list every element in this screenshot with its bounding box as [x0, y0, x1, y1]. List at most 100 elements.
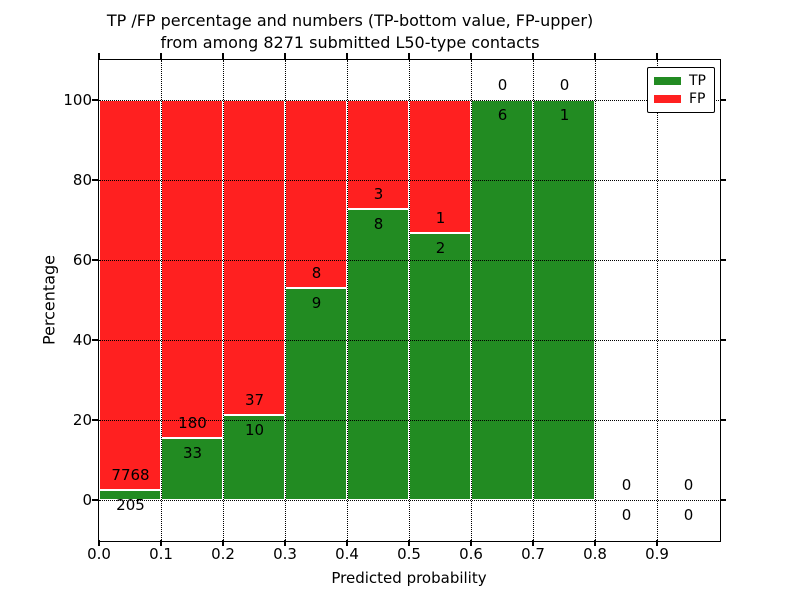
y-tick-right	[719, 99, 726, 101]
legend-label-fp: FP	[689, 91, 706, 108]
y-tick-label: 100	[63, 91, 92, 109]
gridline-vertical	[408, 60, 410, 540]
x-tick-bottom	[98, 540, 100, 546]
tp-bar-segment	[409, 233, 471, 500]
y-tick-left	[92, 339, 98, 341]
tp-count-label: 9	[311, 294, 322, 313]
y-tick-right	[719, 259, 726, 261]
x-tick-top	[160, 53, 162, 59]
tp-count-label: 6	[497, 106, 508, 124]
tp-count-label: 8	[373, 215, 384, 234]
y-tick-left	[92, 419, 98, 421]
fp-count-label: 0	[559, 76, 570, 94]
fp-count-label: 8	[311, 264, 322, 283]
x-tick-label: 0.1	[149, 545, 173, 563]
fp-count-label: 3	[373, 185, 384, 204]
x-tick-label: 0.0	[87, 545, 111, 563]
x-tick-bottom	[594, 540, 596, 546]
y-tick-label: 20	[72, 411, 92, 429]
y-tick-right	[719, 499, 726, 501]
legend-item-tp: TP	[654, 73, 708, 89]
legend-label-tp: TP	[689, 72, 706, 89]
x-tick-bottom	[346, 540, 348, 546]
x-tick-top	[222, 53, 224, 59]
x-tick-bottom	[284, 540, 286, 546]
x-tick-label: 0.3	[273, 545, 297, 563]
fp-bar-segment	[223, 100, 285, 415]
fp-count-label: 1	[435, 209, 446, 228]
legend-swatch-tp-icon	[654, 76, 681, 85]
x-tick-bottom	[656, 540, 658, 546]
y-tick-right	[719, 339, 726, 341]
fp-count-label: 0	[621, 476, 632, 494]
x-tick-label: 0.2	[211, 545, 235, 563]
gridline-vertical	[470, 60, 472, 540]
fp-bar-segment	[161, 100, 223, 439]
gridline-vertical	[346, 60, 348, 540]
x-tick-top	[470, 53, 472, 59]
x-tick-label: 0.6	[459, 545, 483, 563]
y-tick-label: 80	[72, 171, 92, 189]
tp-bar-segment	[533, 100, 595, 500]
y-tick-left	[92, 179, 98, 181]
tp-bar-segment	[161, 438, 223, 500]
gridline-vertical	[284, 60, 286, 540]
tp-count-label: 0	[621, 506, 632, 524]
fp-bar-segment	[347, 100, 409, 210]
x-tick-top	[346, 53, 348, 59]
gridline-vertical	[160, 60, 162, 540]
x-axis-label: Predicted probability	[331, 569, 487, 587]
x-tick-label: 0.4	[335, 545, 359, 563]
x-tick-bottom	[532, 540, 534, 546]
y-tick-label: 40	[72, 331, 92, 349]
tp-bar-segment	[347, 209, 409, 500]
tp-bar-segment	[471, 100, 533, 500]
y-tick-left	[92, 259, 98, 261]
chart-title-line-2: from among 8271 submitted L50-type conta…	[160, 33, 540, 52]
gridline-vertical	[594, 60, 596, 540]
y-tick-left	[92, 99, 98, 101]
legend-item-fp: FP	[654, 91, 708, 107]
tp-bar-segment	[285, 288, 347, 500]
chart-title-line-1: TP /FP percentage and numbers (TP-bottom…	[106, 11, 594, 30]
x-tick-label: 0.7	[521, 545, 545, 563]
x-tick-top	[594, 53, 596, 59]
fp-count-label: 0	[683, 476, 694, 494]
x-tick-top	[98, 53, 100, 59]
y-tick-label: 60	[72, 251, 92, 269]
fp-count-label: 0	[497, 76, 508, 94]
x-tick-bottom	[470, 540, 472, 546]
fp-count-label: 180	[178, 414, 207, 433]
gridline-vertical	[222, 60, 224, 540]
x-tick-label: 0.9	[645, 545, 669, 563]
tp-count-label: 2	[435, 239, 446, 258]
legend-swatch-fp-icon	[654, 95, 681, 104]
fp-bar-segment	[99, 100, 161, 490]
fp-bar-segment	[285, 100, 347, 289]
fp-count-label: 37	[244, 390, 265, 409]
tp-count-label: 10	[244, 420, 265, 439]
legend: TP FP	[647, 67, 715, 113]
x-tick-label: 0.8	[583, 545, 607, 563]
x-tick-top	[532, 53, 534, 59]
gridline-vertical	[532, 60, 534, 540]
y-tick-right	[719, 179, 726, 181]
y-tick-left	[92, 499, 98, 501]
fp-bar-segment	[409, 100, 471, 234]
gridline-vertical	[656, 60, 658, 540]
x-tick-bottom	[408, 540, 410, 546]
y-tick-right	[719, 419, 726, 421]
x-tick-label: 0.5	[397, 545, 421, 563]
y-tick-label: 0	[82, 491, 92, 509]
x-tick-top	[408, 53, 410, 59]
fp-count-label: 7768	[111, 465, 150, 484]
x-tick-bottom	[222, 540, 224, 546]
tp-count-label: 0	[683, 506, 694, 524]
x-tick-top	[656, 53, 658, 59]
tp-count-label: 205	[116, 495, 145, 514]
tp-count-label: 33	[182, 444, 203, 463]
x-tick-bottom	[160, 540, 162, 546]
x-tick-top	[284, 53, 286, 59]
